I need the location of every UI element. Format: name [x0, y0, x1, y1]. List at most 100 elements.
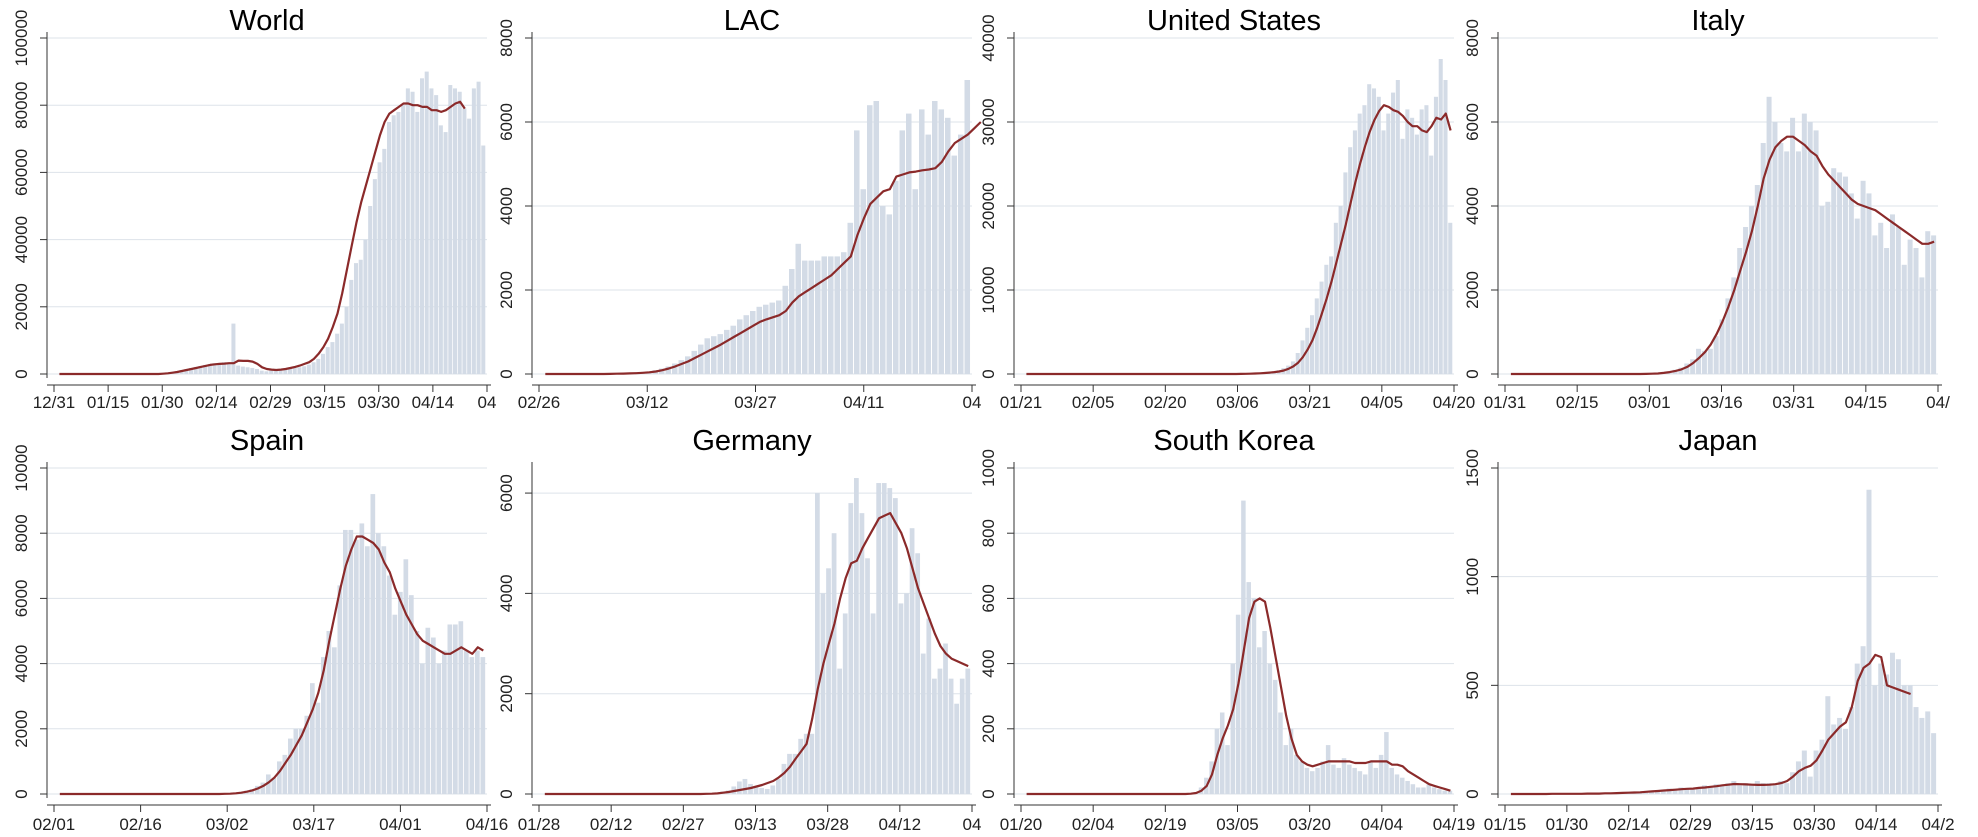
bar [820, 593, 826, 794]
bar [1889, 214, 1895, 374]
bar [217, 363, 222, 374]
y-tick-label: 0 [979, 789, 998, 798]
bar [842, 613, 848, 794]
chart-title: Germany [692, 425, 812, 457]
chart-panel: World 0 20000 40000 60000 80000 100000 12/31 01/… [12, 5, 496, 412]
bar [354, 263, 359, 374]
bar [1801, 750, 1807, 794]
bar [330, 342, 335, 374]
bar [266, 774, 271, 794]
bar [1347, 764, 1352, 794]
x-tick-label: 03/31 [1772, 393, 1815, 412]
bar [1376, 96, 1381, 375]
bar [698, 344, 704, 374]
bar [965, 668, 971, 794]
bar [1405, 109, 1410, 375]
bar [1807, 776, 1813, 794]
bar [886, 214, 893, 374]
bar [1725, 783, 1731, 794]
bar [424, 71, 429, 374]
y-tick-label: 20000 [979, 182, 998, 229]
x-tick-label: 01/31 [1484, 393, 1527, 412]
bar [854, 130, 860, 374]
y-tick-label: 400 [979, 649, 998, 677]
bar [1907, 685, 1913, 794]
bar [945, 117, 951, 375]
bar [756, 306, 763, 374]
x-tick-label: 02/16 [119, 815, 162, 834]
bar [278, 369, 283, 374]
bar [1338, 206, 1343, 374]
bar [782, 285, 789, 374]
bar [938, 109, 945, 375]
bar [1884, 248, 1890, 374]
bar [742, 778, 748, 794]
x-tick-label: 03/21 [1288, 393, 1331, 412]
bar [348, 529, 354, 794]
bar [943, 643, 948, 794]
bar [1731, 277, 1737, 374]
bar [1684, 788, 1690, 794]
y-tick-label: 4000 [12, 645, 31, 683]
bar [1831, 724, 1837, 794]
x-tick-label: 03/30 [357, 393, 400, 412]
bar [1725, 298, 1731, 374]
x-tick-label: 01/15 [1484, 815, 1527, 834]
bar [381, 546, 387, 794]
bar [283, 369, 288, 374]
bar [1371, 88, 1377, 375]
bar [1713, 784, 1719, 794]
bar [476, 81, 481, 375]
bar [271, 777, 277, 794]
bar [1426, 784, 1432, 794]
bar [1872, 685, 1878, 794]
bar [750, 311, 756, 374]
bar [425, 627, 431, 794]
bar [711, 336, 717, 374]
bar [1801, 113, 1807, 374]
chart-panel: Japan 0 500 1000 1500 01/15 01/30 02/14 02/29 03/… [1463, 425, 1955, 834]
bar [1925, 711, 1931, 794]
bar [1842, 728, 1848, 794]
bar [368, 206, 373, 374]
x-tick-label: 02/14 [195, 393, 238, 412]
bar [410, 91, 415, 374]
bar [1854, 218, 1860, 374]
y-tick-label: 10000 [979, 266, 998, 313]
x-tick-label: 02/29 [1669, 815, 1712, 834]
bar [332, 647, 337, 794]
x-tick-label: 04/2 [1921, 815, 1954, 834]
bar [240, 366, 245, 374]
bar [904, 593, 909, 794]
moving-average-line [1510, 135, 1935, 376]
x-tick-label: 02/29 [249, 393, 292, 412]
chart-panel: Italy 0 2000 4000 6000 8000 01/31 02/15 03/01 03/… [1463, 5, 1950, 412]
bar [932, 678, 937, 794]
y-tick-label: 2000 [497, 675, 516, 713]
bar [310, 683, 315, 794]
chart-title: World [229, 5, 304, 37]
bar [1848, 193, 1854, 374]
bar [789, 269, 795, 374]
bar [1257, 647, 1262, 794]
bar [377, 162, 382, 374]
bar [1357, 771, 1363, 794]
bar [1447, 790, 1453, 794]
bar [724, 329, 730, 374]
bar [737, 319, 743, 374]
bar [203, 364, 208, 374]
bar [1400, 777, 1405, 794]
bar [717, 334, 724, 374]
moving-average-line [545, 121, 982, 376]
bar [1251, 598, 1257, 794]
bar [1442, 790, 1447, 794]
bar [847, 222, 854, 374]
bar [1310, 771, 1315, 794]
bar [1294, 754, 1299, 794]
bar [1778, 143, 1784, 374]
bar [1262, 631, 1267, 794]
bar [1807, 122, 1813, 374]
bar [954, 703, 960, 794]
x-tick-label: 04/12 [879, 815, 922, 834]
